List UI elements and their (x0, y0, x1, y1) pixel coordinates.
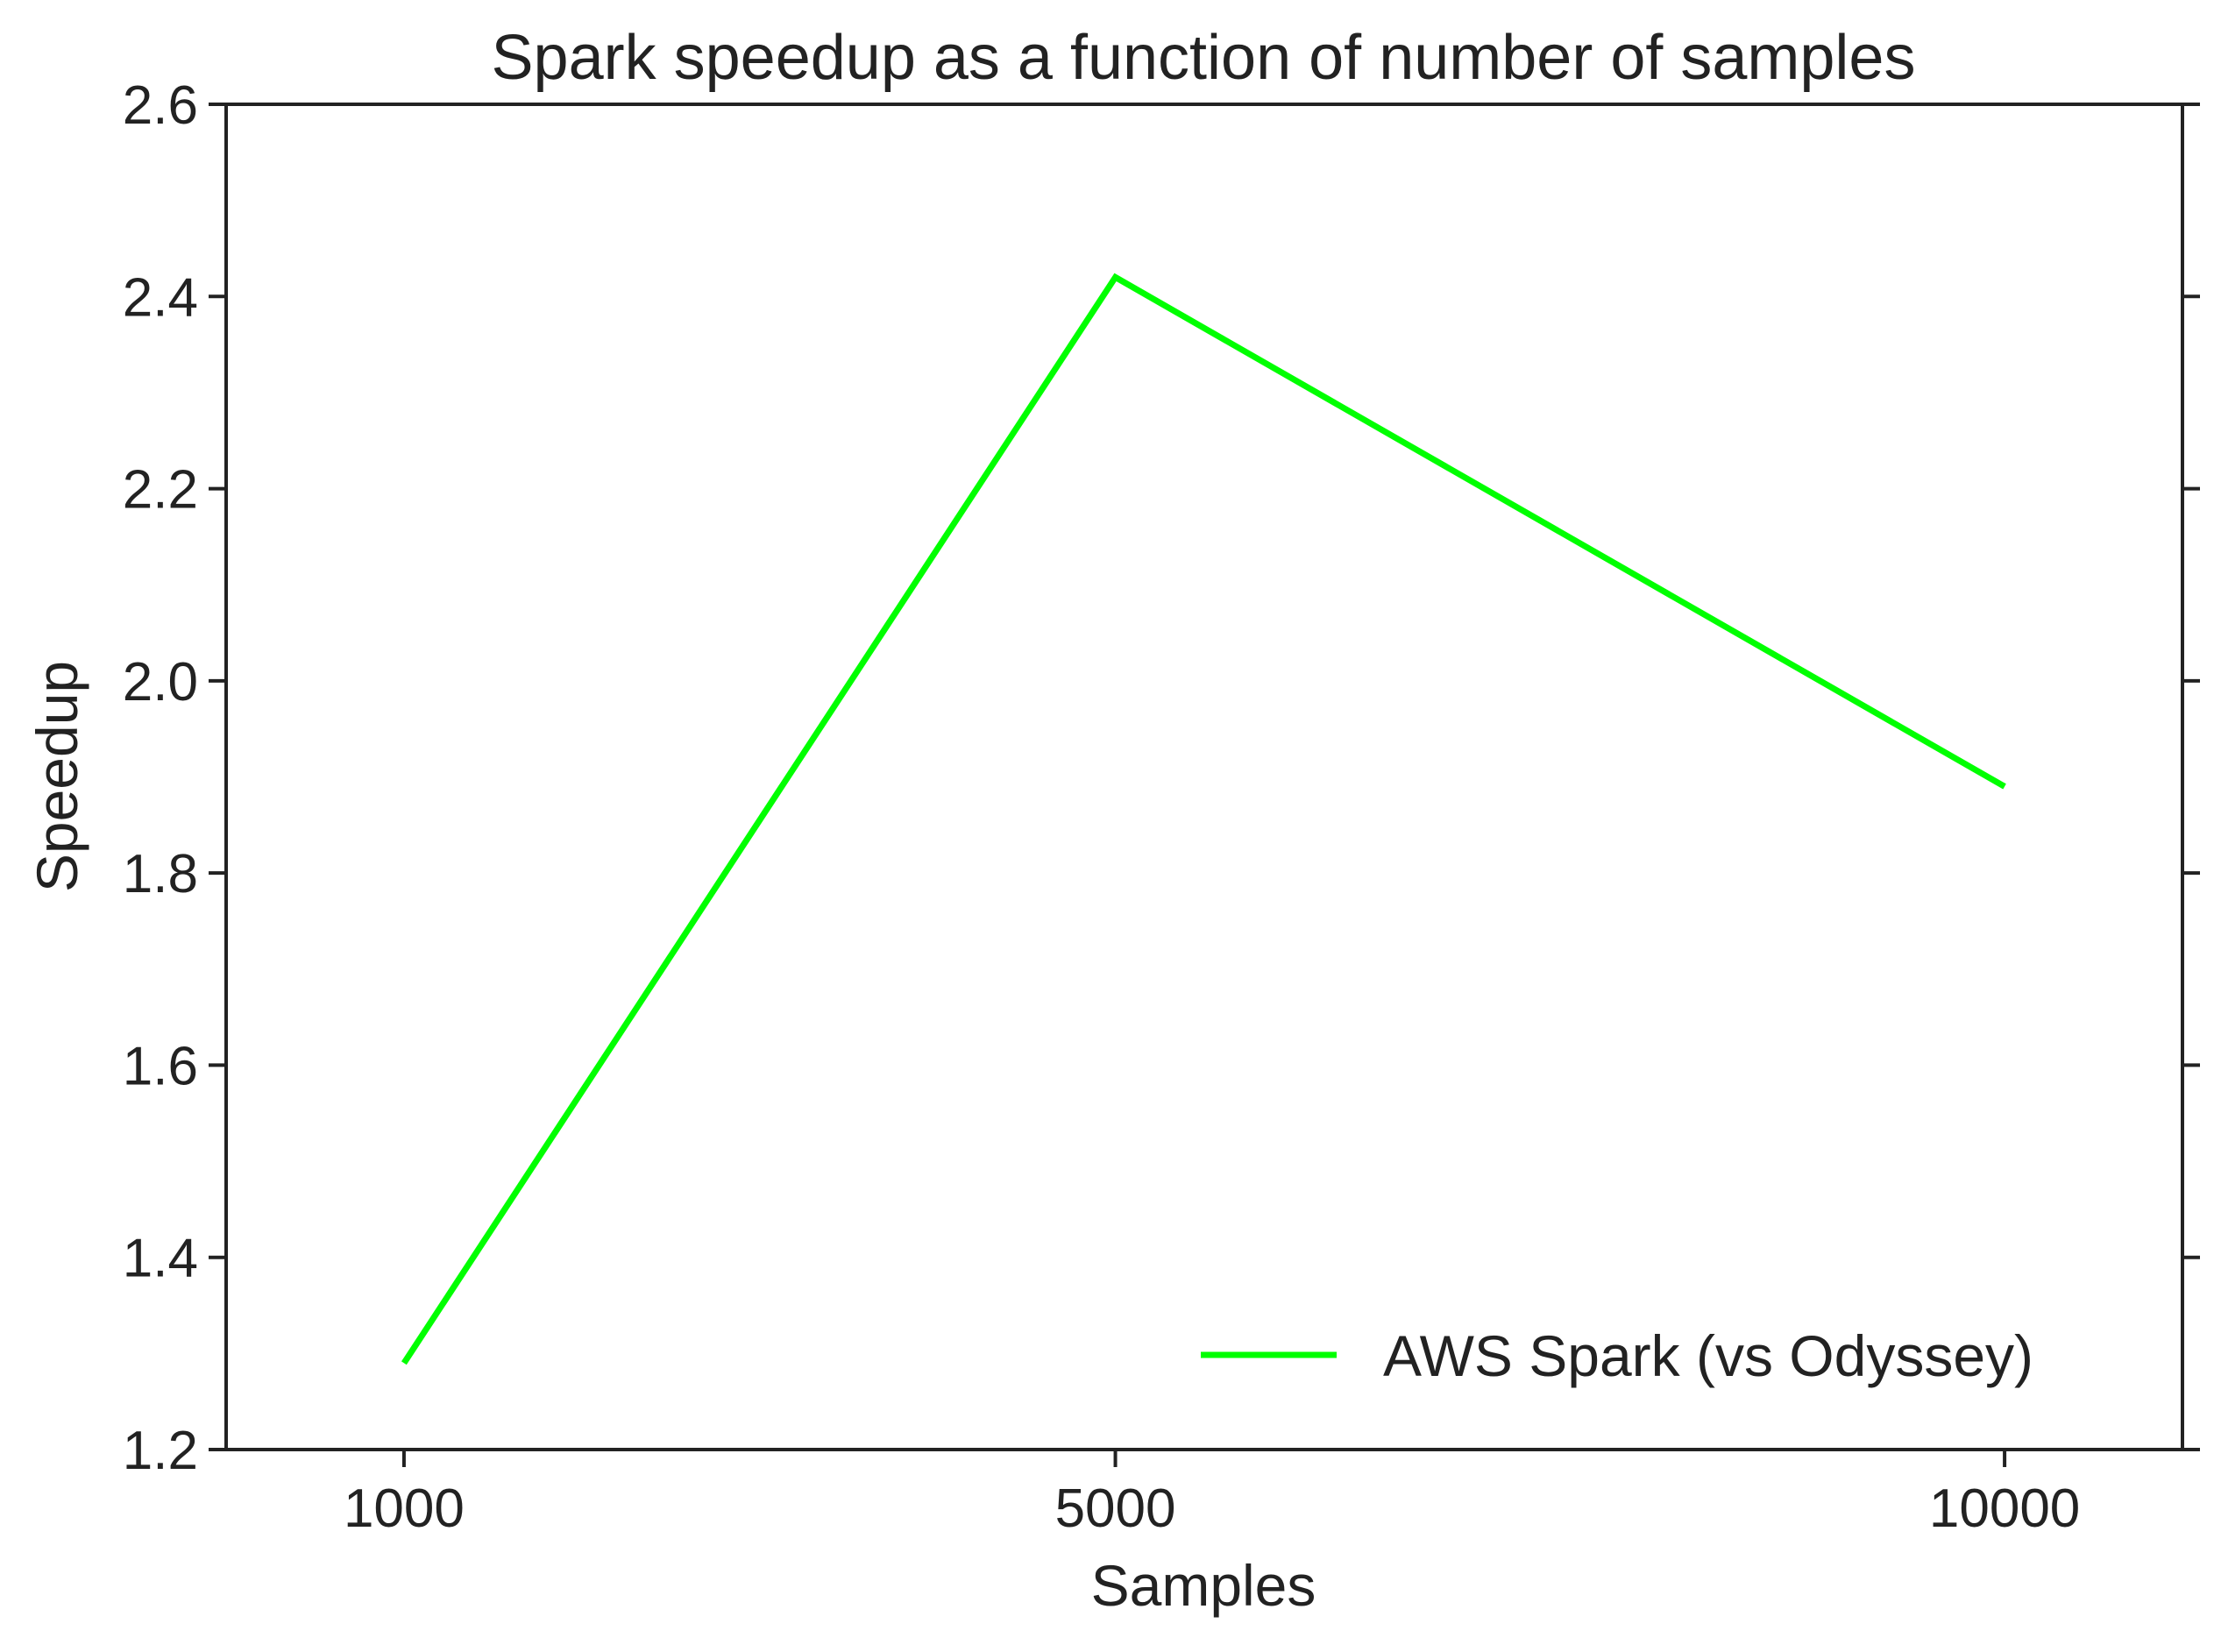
series-group (401, 273, 2006, 1365)
x-tick-label: 10000 (1929, 1478, 2080, 1539)
chart-title: Spark speedup as a function of number of… (492, 23, 1916, 93)
series-line-0 (401, 273, 2006, 1365)
y-axis: 1.2 1.4 1.6 1.8 2.0 2.2 2.4 2.6 (123, 75, 2200, 1481)
y-tick-label: 2.0 (123, 652, 198, 713)
y-tick-label: 2.6 (123, 75, 198, 136)
y-tick-label: 1.4 (123, 1229, 198, 1289)
x-axis: 1000 5000 10000 (344, 1450, 2080, 1539)
legend-label: AWS Spark (vs Odyssey) (1383, 1323, 2033, 1388)
x-tick-label: 5000 (1055, 1478, 1176, 1539)
plot-area-frame (224, 103, 2184, 1451)
legend: AWS Spark (vs Odyssey) (1201, 1323, 2033, 1388)
x-tick-label: 1000 (344, 1478, 465, 1539)
x-axis-label: Samples (1091, 1553, 1316, 1618)
y-tick-label: 2.4 (123, 267, 198, 328)
y-tick-label: 1.6 (123, 1036, 198, 1096)
y-axis-label: Speedup (25, 661, 89, 892)
y-tick-label: 1.8 (123, 844, 198, 904)
y-tick-label: 1.2 (123, 1421, 198, 1481)
y-tick-label: 2.2 (123, 460, 198, 521)
